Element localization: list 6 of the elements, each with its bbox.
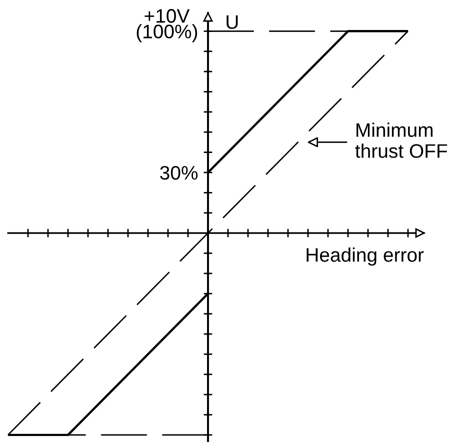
- y-axis-title: U: [226, 15, 238, 29]
- y-tick-label: 30%: [160, 166, 198, 180]
- ref-line-label: +10V: [144, 9, 190, 23]
- legend-label: Minimum thrust OFF: [355, 122, 448, 158]
- x-axis-title: Heading error: [306, 248, 424, 266]
- y-tick-label: (100%): [136, 24, 198, 42]
